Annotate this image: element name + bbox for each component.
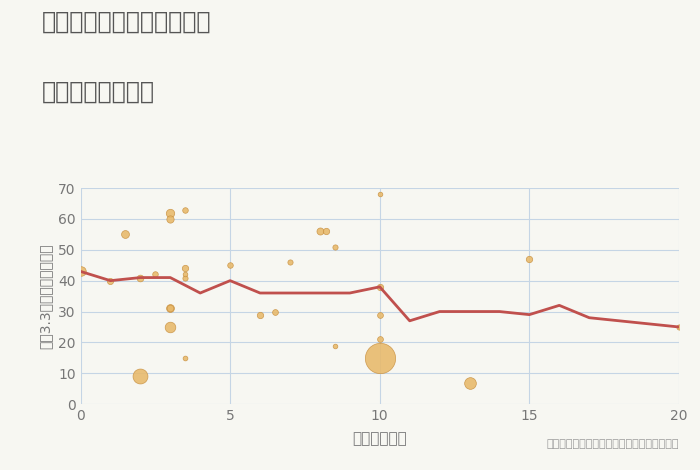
Y-axis label: 坪（3.3㎡）単価（万円）: 坪（3.3㎡）単価（万円） xyxy=(38,243,52,349)
Point xyxy=(164,323,176,331)
Point xyxy=(374,336,385,343)
Point xyxy=(329,243,340,251)
Point xyxy=(464,379,475,386)
Point xyxy=(105,277,116,284)
Point xyxy=(180,354,191,361)
Point xyxy=(329,342,340,349)
Point xyxy=(225,261,236,269)
Point xyxy=(134,373,146,380)
Point xyxy=(164,215,176,223)
Point xyxy=(314,227,326,235)
Point xyxy=(75,267,86,275)
Point xyxy=(374,354,385,361)
Point xyxy=(673,323,685,331)
Point xyxy=(150,271,161,278)
Point xyxy=(180,271,191,278)
X-axis label: 駅距離（分）: 駅距離（分） xyxy=(352,431,407,446)
Point xyxy=(164,209,176,217)
Point xyxy=(270,308,281,315)
Text: 円の大きさは、取引のあった物件面積を示す: 円の大きさは、取引のあった物件面積を示す xyxy=(547,439,679,449)
Text: 東京都東村山市多摩湖町の: 東京都東村山市多摩湖町の xyxy=(42,9,211,33)
Point xyxy=(374,283,385,290)
Point xyxy=(374,311,385,318)
Point xyxy=(120,231,131,238)
Text: 駅距離別土地価格: 駅距離別土地価格 xyxy=(42,80,155,104)
Point xyxy=(180,265,191,272)
Point xyxy=(321,227,332,235)
Point xyxy=(164,305,176,312)
Point xyxy=(134,274,146,282)
Point xyxy=(180,274,191,282)
Point xyxy=(255,311,266,318)
Point xyxy=(524,255,535,263)
Point xyxy=(374,190,385,198)
Point xyxy=(284,258,295,266)
Point xyxy=(164,305,176,312)
Point xyxy=(180,206,191,213)
